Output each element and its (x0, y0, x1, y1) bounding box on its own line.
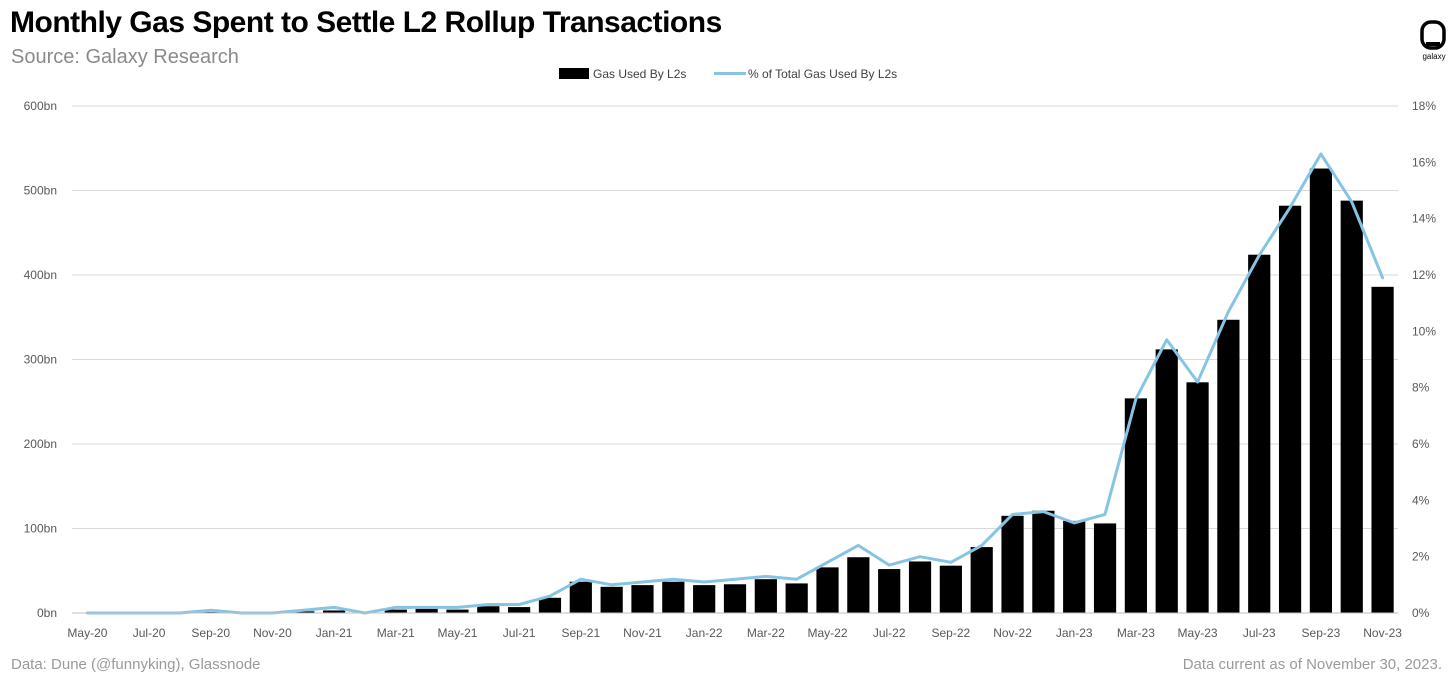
x-tick-label: Nov-21 (623, 626, 662, 640)
bar (538, 597, 562, 613)
bar (662, 581, 685, 613)
x-tick-label: Jul-20 (133, 626, 166, 640)
bar (508, 607, 531, 613)
x-tick-label: Nov-23 (1363, 626, 1402, 640)
bar (1032, 510, 1055, 613)
bar (1217, 319, 1240, 613)
y-right-tick-label: 4% (1412, 493, 1430, 507)
bar (1278, 205, 1302, 613)
galaxy-logo-icon (1420, 20, 1446, 50)
x-tick-label: Mar-21 (377, 626, 415, 640)
bar (1063, 520, 1086, 613)
y-left-tick-label: 100bn (24, 522, 57, 536)
y-right-tick-label: 2% (1412, 550, 1430, 564)
bar (415, 608, 438, 613)
y-right-tick-label: 10% (1412, 324, 1436, 338)
bar (1340, 200, 1363, 613)
x-tick-label: Sep-20 (191, 626, 230, 640)
line-series (85, 152, 1385, 615)
x-tick-label: Nov-22 (993, 626, 1032, 640)
legend-bar-swatch (559, 68, 589, 79)
bar (754, 579, 777, 613)
bar (847, 557, 870, 613)
y-left-tick-label: 300bn (24, 353, 57, 367)
y-right-tick-label: 16% (1412, 155, 1436, 169)
bar (1248, 254, 1271, 613)
x-tick-label: May-20 (67, 626, 107, 640)
bar (631, 585, 654, 613)
bar (1093, 523, 1117, 613)
x-tick-label: May-23 (1178, 626, 1218, 640)
bar (477, 606, 500, 613)
x-tick-label: Mar-23 (1117, 626, 1155, 640)
x-tick-label: Sep-23 (1302, 626, 1341, 640)
legend-line-label: % of Total Gas Used By L2s (748, 67, 897, 81)
bar (1186, 382, 1209, 613)
x-tick-label: Nov-20 (253, 626, 292, 640)
x-tick-label: May-22 (808, 626, 848, 640)
bar (1155, 349, 1178, 613)
x-axis: May-20 Jul-20 Sep-20 Nov-20 Jan-21 Mar-21 May-… (67, 612, 1402, 640)
y-right-tick-label: 6% (1412, 437, 1430, 451)
y-axis-left: 0bn 100bn 200bn 300bn 400bn 500bn 600bn (24, 99, 57, 620)
bar (723, 584, 747, 613)
y-right-tick-label: 8% (1412, 381, 1430, 395)
bar (1309, 168, 1333, 613)
bar (600, 586, 623, 613)
x-tick-label: May-21 (437, 626, 477, 640)
y-left-tick-label: 500bn (24, 184, 57, 198)
bar (292, 611, 315, 613)
y-left-tick-label: 400bn (24, 268, 57, 282)
y-left-tick-label: 200bn (24, 437, 57, 451)
footer-data-source: Data: Dune (@funnyking), Glassnode (11, 656, 261, 673)
bar (323, 610, 346, 613)
x-tick-label: Sep-21 (561, 626, 600, 640)
legend: Gas Used By L2s % of Total Gas Used By L2… (559, 67, 897, 81)
y-left-tick-label: 0bn (37, 606, 57, 620)
bar (1371, 286, 1394, 613)
footer-data-date: Data current as of November 30, 2023. (1182, 656, 1442, 673)
page-subtitle: Source: Galaxy Research (11, 46, 239, 68)
legend-bar-label: Gas Used By L2s (593, 67, 686, 81)
x-tick-label: Jul-23 (1243, 626, 1276, 640)
bar (569, 581, 592, 613)
bar (1001, 515, 1024, 613)
bar (908, 561, 932, 613)
x-tick-label: Jul-21 (503, 626, 536, 640)
x-tick-label: Sep-22 (932, 626, 971, 640)
line-series-path (85, 152, 1385, 615)
bar (970, 547, 993, 613)
logo-text: galaxy (1422, 52, 1446, 61)
bar-series (199, 168, 1394, 613)
x-tick-label: Mar-22 (747, 626, 785, 640)
y-right-tick-label: 14% (1412, 212, 1436, 226)
y-right-tick-label: 12% (1412, 268, 1436, 282)
page-title: Monthly Gas Spent to Settle L2 Rollup Tr… (10, 6, 722, 39)
x-tick-label: Jan-23 (1056, 626, 1093, 640)
x-tick-label: Jul-22 (873, 626, 906, 640)
y-axis-right: 0% 2% 4% 6% 8% 10% 12% 14% 16% 18% (1412, 99, 1436, 620)
y-right-tick-label: 18% (1412, 99, 1436, 113)
y-right-tick-label: 0% (1412, 606, 1430, 620)
bar (816, 567, 839, 613)
bar (785, 583, 808, 613)
bar (1124, 398, 1147, 613)
y-left-tick-label: 600bn (24, 99, 57, 113)
bar (939, 565, 962, 613)
bar (878, 569, 901, 613)
bar (384, 609, 407, 613)
x-tick-label: Jan-21 (316, 626, 353, 640)
x-tick-label: Jan-22 (686, 626, 723, 640)
bar (446, 609, 469, 613)
bar (693, 585, 716, 613)
